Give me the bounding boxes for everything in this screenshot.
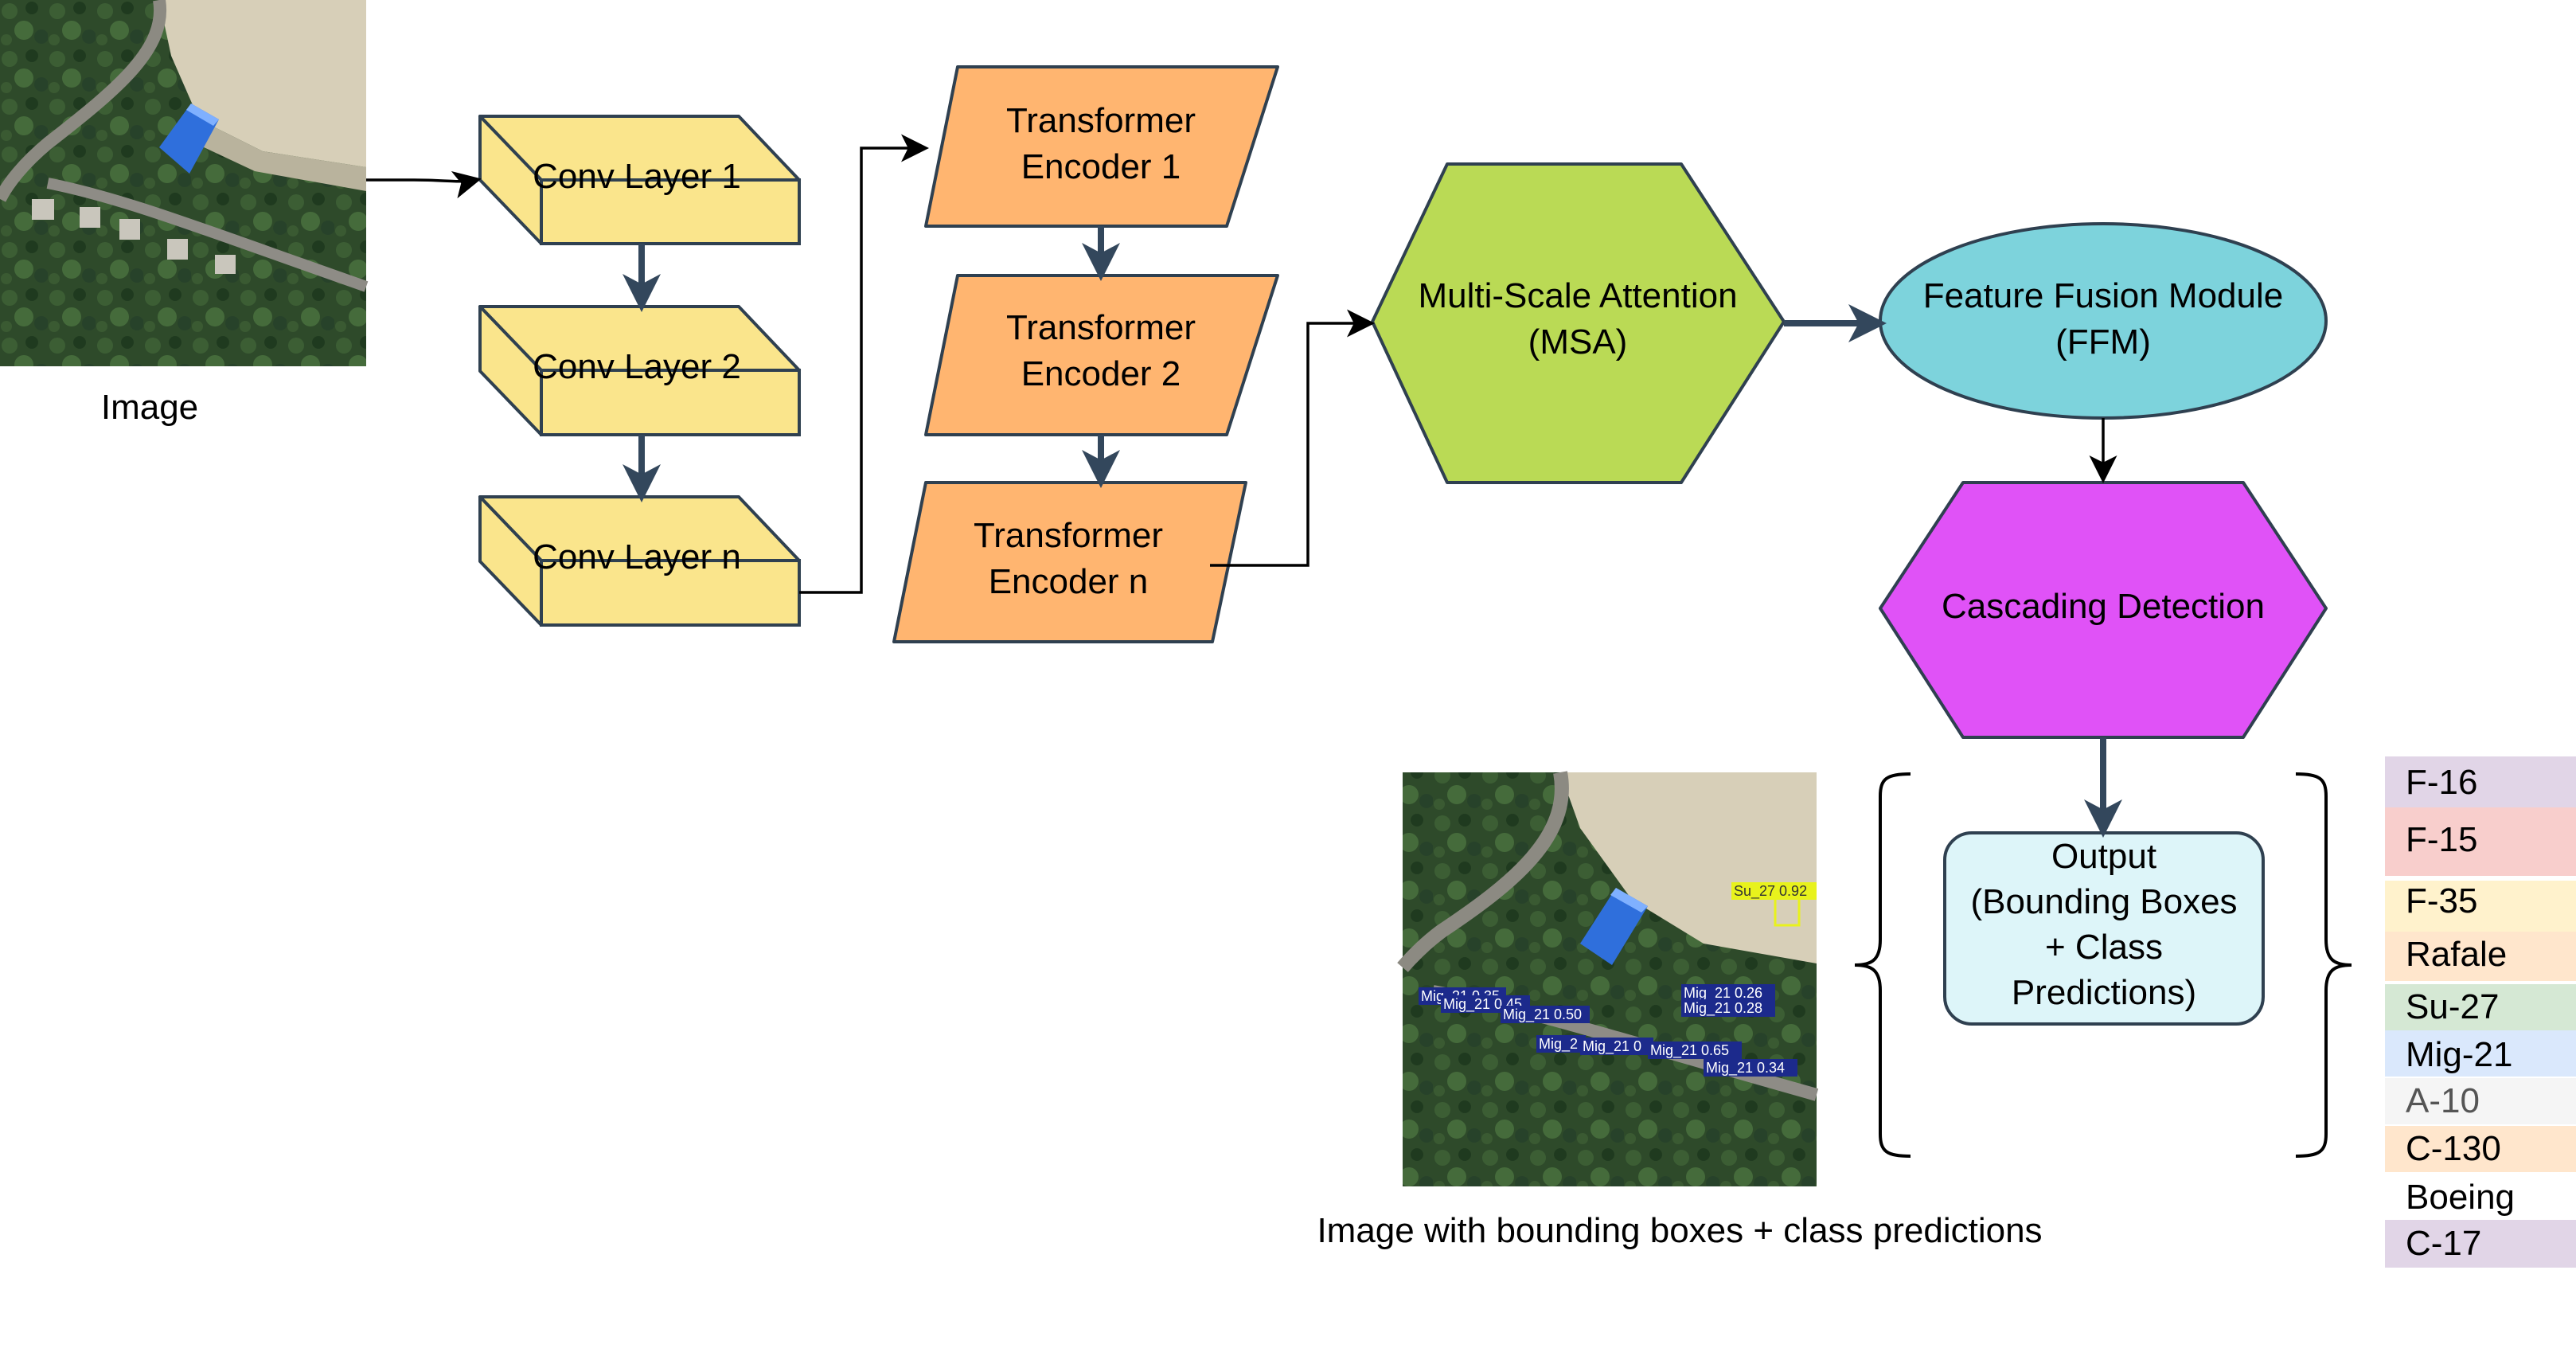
class-swatch bbox=[2385, 1174, 2576, 1220]
class-legend-item: Boeing bbox=[2385, 1174, 2576, 1220]
transformer-encoder-n: Transformer Encoder n bbox=[892, 481, 1247, 643]
class-label: F-16 bbox=[2406, 763, 2477, 802]
detection-label: Mig_21 0.26 bbox=[1684, 985, 1762, 1002]
detection-label: Mig_21 0.50 bbox=[1503, 1006, 1582, 1023]
class-label: A-10 bbox=[2406, 1081, 2480, 1120]
conv-layer-2: Conv Layer 2 bbox=[478, 305, 801, 436]
class-legend-item: F-35 bbox=[2385, 881, 2576, 932]
class-legend-item: F-16 bbox=[2385, 756, 2576, 807]
left-curly-brace bbox=[1854, 772, 1911, 1158]
output-line2: (Bounding Boxes bbox=[1970, 882, 2237, 921]
conv-layer-1-label: Conv Layer 1 bbox=[533, 157, 741, 196]
transformer-encoder-n-line1: Transformer bbox=[974, 516, 1163, 555]
class-legend-item: A-10 bbox=[2385, 1078, 2576, 1124]
msa-line1: Multi-Scale Attention bbox=[1418, 276, 1737, 315]
transformer-encoder-1-line1: Transformer bbox=[1006, 101, 1196, 140]
class-legend-item: C-17 bbox=[2385, 1220, 2576, 1268]
detection-box: Mig_21 0.34 bbox=[1704, 1059, 1797, 1077]
cascading-detection-block: Cascading Detection bbox=[1879, 481, 2328, 739]
detection-label: Mig_21 0 bbox=[1583, 1038, 1641, 1055]
class-label: Su-27 bbox=[2406, 987, 2499, 1026]
conv-layer-n: Conv Layer n bbox=[478, 495, 801, 627]
detection-box: Mig_21 0 bbox=[1580, 1038, 1653, 1055]
detection-label: Su_27 0.92 bbox=[1734, 883, 1807, 900]
feature-fusion-module: Feature Fusion Module (FFM) bbox=[1879, 222, 2328, 420]
detection-box: Mig_21 0.28 bbox=[1681, 999, 1775, 1017]
multi-scale-attention-block: Multi-Scale Attention (MSA) bbox=[1371, 162, 1786, 484]
output-line4: Predictions) bbox=[2012, 973, 2196, 1012]
detection-label: Mig_21 0.65 bbox=[1650, 1042, 1729, 1059]
class-swatch bbox=[2385, 756, 2576, 807]
arrow-encodern-to-msa bbox=[1210, 309, 1375, 567]
class-swatch bbox=[2385, 1078, 2576, 1124]
class-legend-item: Su-27 bbox=[2385, 984, 2576, 1030]
arrow-convn-to-encoder1 bbox=[799, 134, 929, 594]
detection-box: Mig_2 bbox=[1536, 1035, 1586, 1053]
class-swatch bbox=[2385, 1030, 2576, 1077]
class-label: F-35 bbox=[2406, 881, 2477, 920]
transformer-encoder-2-line1: Transformer bbox=[1006, 308, 1196, 347]
transformer-encoder-2-line2: Encoder 2 bbox=[1021, 354, 1181, 393]
transformer-encoder-1-line2: Encoder 1 bbox=[1021, 147, 1181, 186]
output-satellite-image bbox=[1397, 771, 1819, 1186]
class-swatch bbox=[2385, 932, 2576, 981]
class-swatch bbox=[2385, 1220, 2576, 1268]
class-legend-item: Rafale bbox=[2385, 932, 2576, 981]
msa-line2: (MSA) bbox=[1528, 322, 1628, 361]
detection-boxes: Su_27 0.92 Mig_21 0.35 Mig_21 0.45 Mig_2… bbox=[1419, 882, 1817, 1077]
right-curly-brace bbox=[2295, 772, 2352, 1158]
conv-layer-n-label: Conv Layer n bbox=[533, 537, 741, 576]
input-satellite-image bbox=[0, 0, 369, 366]
output-line1: Output bbox=[2051, 837, 2156, 876]
class-label: Mig-21 bbox=[2406, 1035, 2513, 1074]
class-legend-item: F-15 bbox=[2385, 807, 2576, 876]
class-legend-item: Mig-21 bbox=[2385, 1030, 2576, 1077]
detection-box: Mig_21 0.65 bbox=[1648, 1041, 1742, 1059]
class-label: C-130 bbox=[2406, 1129, 2501, 1168]
detection-label: Mig_21 0.28 bbox=[1684, 1000, 1762, 1017]
conv-layer-2-label: Conv Layer 2 bbox=[533, 347, 741, 386]
transformer-encoder-1: Transformer Encoder 1 bbox=[924, 65, 1279, 228]
class-swatch bbox=[2385, 881, 2576, 932]
detection-label: Mig_2 bbox=[1539, 1036, 1578, 1053]
class-label: F-15 bbox=[2406, 820, 2477, 859]
detection-box: Mig_21 0.50 bbox=[1501, 1006, 1590, 1023]
output-line3: + Class bbox=[2045, 928, 2163, 967]
detection-label: Mig_21 0.34 bbox=[1706, 1060, 1785, 1077]
class-swatch bbox=[2385, 984, 2576, 1030]
arrow-image-to-conv1 bbox=[366, 170, 482, 199]
ffm-line2: (FFM) bbox=[2055, 322, 2151, 361]
input-image-caption: Image bbox=[101, 388, 198, 427]
cascading-detection-label: Cascading Detection bbox=[1942, 587, 2265, 626]
output-block: Output (Bounding Boxes + Class Predictio… bbox=[1943, 831, 2265, 1026]
class-legend-item: C-130 bbox=[2385, 1126, 2576, 1172]
transformer-encoder-2: Transformer Encoder 2 bbox=[924, 274, 1279, 436]
detection-box: Su_27 0.92 bbox=[1731, 882, 1817, 927]
connectors bbox=[366, 134, 2122, 838]
class-swatch bbox=[2385, 1126, 2576, 1172]
ffm-line1: Feature Fusion Module bbox=[1923, 276, 2283, 315]
class-label: Rafale bbox=[2406, 935, 2507, 974]
class-label: C-17 bbox=[2406, 1224, 2481, 1263]
transformer-encoder-n-line2: Encoder n bbox=[989, 562, 1149, 601]
class-label: Boeing bbox=[2406, 1178, 2515, 1217]
class-swatch bbox=[2385, 807, 2576, 876]
output-image-caption: Image with bounding boxes + class predic… bbox=[1317, 1211, 2042, 1250]
class-legend: F-16 F-15 F-35 Rafale Su-27 Mig-21 A-10 bbox=[2385, 756, 2576, 1268]
conv-layer-1: Conv Layer 1 bbox=[478, 115, 801, 245]
detection-box: Mig_21 0.26 bbox=[1681, 984, 1775, 1002]
